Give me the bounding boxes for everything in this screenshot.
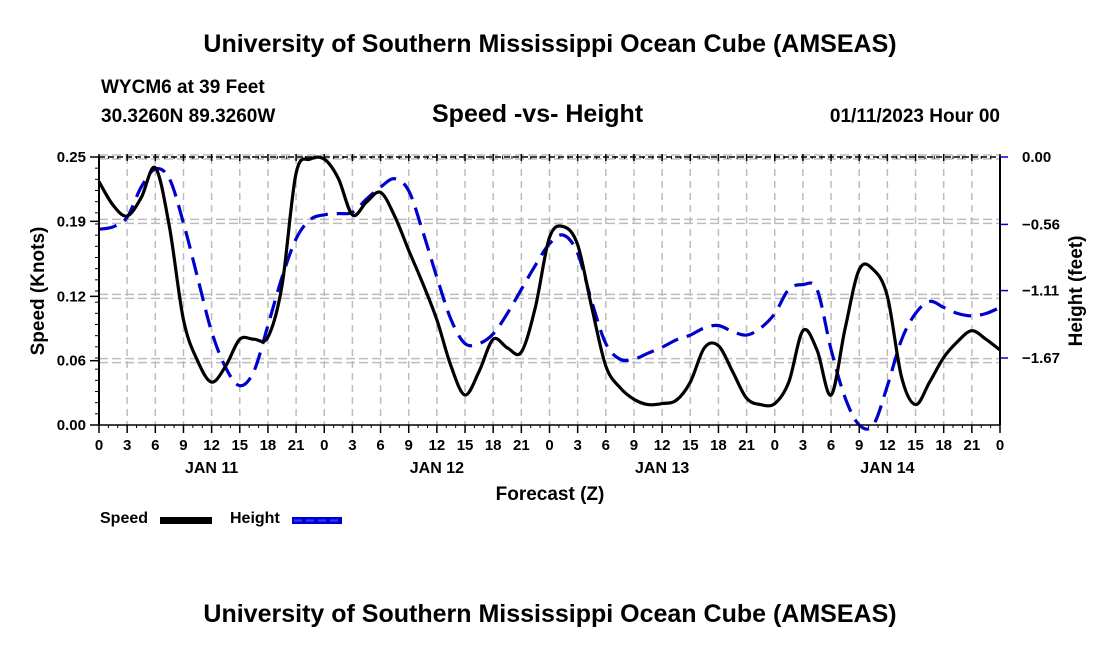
x-tick-label: 21 [738,437,755,454]
x-tick-label: 9 [855,437,863,454]
x-tick-label: 21 [288,437,305,454]
x-tick-label: 3 [573,437,581,454]
x-tick-label: 3 [799,437,807,454]
x-tick-label: 21 [964,437,981,454]
legend-speed-label: Speed [100,510,149,527]
y-tick-label: 0.25 [57,149,86,166]
x-tick-label: 15 [231,437,248,454]
x-tick-label: 18 [485,437,502,454]
x-tick-label: 3 [348,437,356,454]
x-tick-label: 3 [123,437,131,454]
y2-axis-title: Height (feet) [1066,236,1087,347]
x-tick-label: 12 [654,437,671,454]
day-label: JAN 11 [185,460,238,477]
date-label: 01/11/2023 Hour 00 [829,106,1000,127]
speed-series-line [97,155,1001,408]
x-tick-label: 12 [203,437,220,454]
x-tick-label: 9 [179,437,187,454]
x-tick-label: 21 [513,437,530,454]
location-label: 30.3260N 89.3260W [101,106,276,127]
x-tick-label: 18 [260,437,277,454]
x-tick-label: 15 [907,437,924,454]
series-layer [97,155,1001,431]
y2-tick-label: −0.56 [1022,216,1060,233]
x-tick-label: 15 [682,437,699,454]
y-tick-label: 0.00 [57,417,86,434]
chart-title: Speed -vs- Height [432,100,644,128]
axes [90,154,1008,433]
day-label: JAN 14 [860,460,914,477]
x-tick-label: 6 [151,437,159,454]
x-tick-label: 12 [879,437,896,454]
x-tick-label: 0 [320,437,328,454]
grid [99,154,1000,425]
legend-height-label: Height [230,510,280,527]
y2-tick-label: 0.00 [1022,149,1051,166]
y2-tick-label: −1.11 [1022,283,1059,300]
x-tick-label: 12 [429,437,446,454]
x-tick-label: 0 [771,437,779,454]
y2-tick-label: −1.67 [1022,350,1060,367]
station-label: WYCM6 at 39 Feet [101,77,265,98]
legend-height-swatch [292,517,342,524]
legend: Speed [100,510,148,528]
axis-labels: 0 3 6 9 12 15 18 21 0 3 6 9 12 15 18 21 0 3 6 9 12 15 18 21 0 3 6 9… [57,149,1060,477]
x-tick-label: 15 [457,437,474,454]
x-tick-label: 0 [996,437,1004,454]
height-series-line [98,167,1001,431]
x-tick-label: 18 [935,437,952,454]
y-tick-label: 0.12 [57,288,86,305]
x-tick-label: 6 [376,437,384,454]
x-tick-label: 0 [545,437,553,454]
x-tick-label: 6 [827,437,835,454]
y-tick-label: 0.06 [57,353,86,370]
x-tick-label: 0 [95,437,103,454]
day-label: JAN 12 [410,460,464,477]
top-title: University of Southern Mississippi Ocean… [203,30,897,58]
x-tick-label: 18 [710,437,727,454]
x-tick-label: 9 [405,437,413,454]
x-axis-title: Forecast (Z) [496,484,605,505]
y-axis-title: Speed (Knots) [28,227,49,356]
day-label: JAN 13 [635,460,689,477]
x-tick-label: 9 [630,437,638,454]
legend-speed-swatch [160,517,212,524]
bottom-title: University of Southern Mississippi Ocean… [203,600,897,628]
y-tick-label: 0.19 [57,213,86,230]
x-tick-label: 6 [602,437,610,454]
